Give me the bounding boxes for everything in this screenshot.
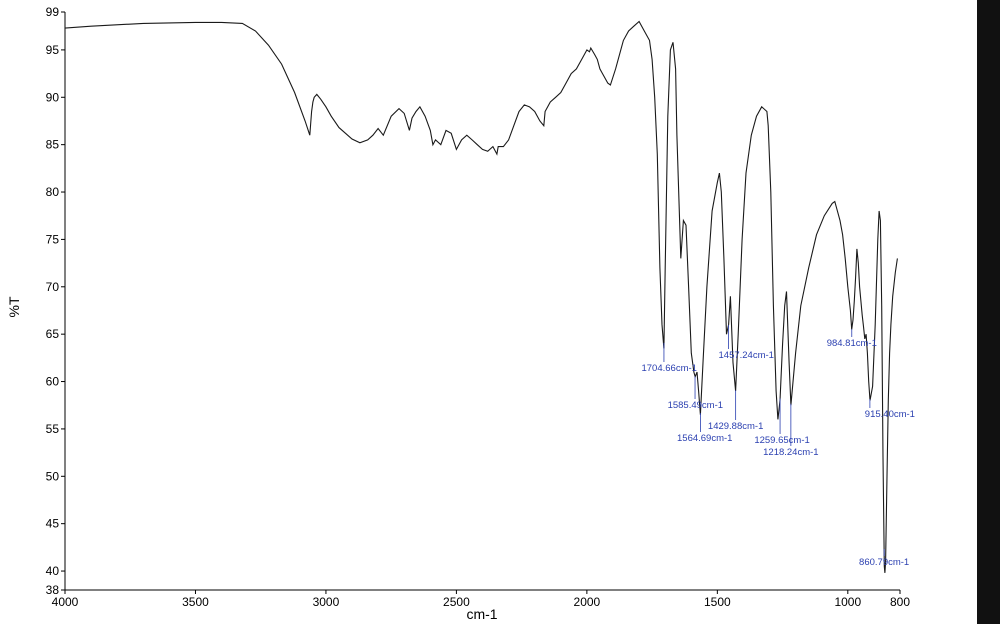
peak-annotations: 1704.66cm-1 1585.49cm-1 1564.69cm-1 1457.24… [641,324,915,568]
x-tick-label: 4000 [52,595,79,609]
peak-label: 915.40cm-1 [865,409,915,420]
y-tick-label: 99 [46,5,60,19]
peak-label: 1429.88cm-1 [708,421,763,432]
window-edge-bar [977,0,1000,624]
x-axis-ticks: 4000 3500 3000 2500 2000 1500 1000 800 [52,590,910,609]
y-tick-label: 90 [46,90,60,104]
y-tick-label: 85 [46,138,60,152]
y-axis-title: %T [6,296,22,317]
ir-spectrum-chart: 40 45 50 55 60 65 70 75 80 85 90 95 99 38 4000 3500 300… [6,5,915,622]
x-tick-label: 800 [890,595,910,609]
x-tick-label: 3000 [313,595,340,609]
x-tick-label: 1500 [704,595,731,609]
y-tick-label: 40 [46,564,60,578]
y-tick-label: 45 [46,517,60,531]
y-tick-label: 60 [46,375,60,389]
y-tick-label: 65 [46,327,60,341]
y-tick-label: 55 [46,422,60,436]
x-tick-label: 2000 [574,595,601,609]
x-tick-label: 3500 [182,595,209,609]
x-tick-label: 1000 [834,595,861,609]
y-tick-label: 38 [46,583,60,597]
y-tick-label: 95 [46,43,60,57]
spectrum-line [64,20,898,573]
y-tick-label: 50 [46,469,60,483]
peak-label: 860.79cm-1 [859,557,909,568]
peak-label: 1704.66cm-1 [641,363,696,374]
y-axis-ticks: 40 45 50 55 60 65 70 75 80 85 90 95 99 38 [46,5,65,597]
y-tick-label: 80 [46,185,60,199]
chart-axes [64,12,900,591]
peak-label: 1457.24cm-1 [719,350,774,361]
peak-label: 1585.49cm-1 [668,400,723,411]
peak-label: 1564.69cm-1 [677,433,732,444]
peak-label: 1218.24cm-1 [763,447,818,458]
peak-label: 1259.65cm-1 [754,435,809,446]
x-tick-label: 2500 [443,595,470,609]
x-axis-title: cm-1 [466,606,497,622]
peak-label: 984.81cm-1 [827,338,877,349]
y-tick-label: 75 [46,232,60,246]
y-tick-label: 70 [46,280,60,294]
